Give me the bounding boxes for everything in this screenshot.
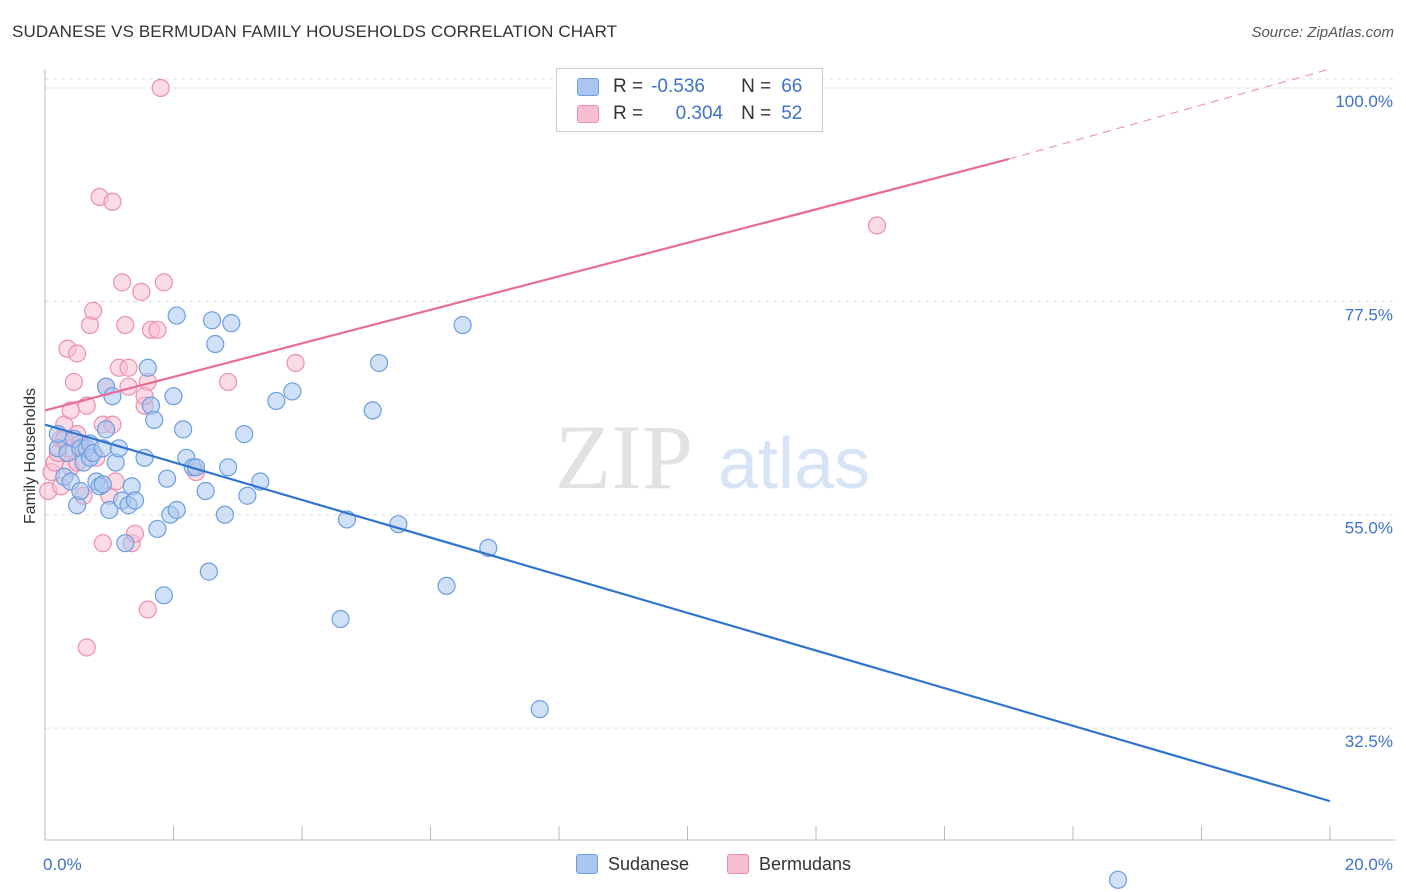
y-axis-label: Family Households [22,388,39,524]
bermudan-point [867,216,887,235]
bermudan-point [77,638,96,657]
sudanese-point [1108,870,1128,889]
sudanese-point [100,500,119,520]
sudanese-point [157,469,177,488]
sudanese-point [96,420,116,439]
y-tick-label: 100.0% [1335,92,1393,111]
sudanese-point [174,420,193,439]
sudanese-point [437,576,456,595]
legend-r-value: 0.304 [675,103,724,124]
bermudan-point [154,273,173,292]
sudanese-point [238,486,257,505]
bermudan-point [103,192,122,211]
legend-r-label: R = [613,76,644,97]
legend-n-label: N = [741,76,772,97]
sudanese-point [71,481,90,501]
sudanese-point [530,700,549,719]
sudanese-point [202,311,222,330]
bottom-legend-bermudans: Bermudans [727,852,851,876]
bottom-swatch-sudanese [576,854,598,874]
sudanese-point [206,334,225,354]
sudanese-point [116,534,135,553]
bermudan-point [112,273,132,292]
sudanese-point [267,391,286,411]
bottom-legend-label: Bermudans [759,853,852,874]
tick-labels: 32.5% 55.0% 77.5% 100.0% 0.0% 20.0% [43,92,1393,874]
sudanese-point [219,458,238,477]
watermark: ZIP atlas [555,406,870,508]
axes [44,69,1395,841]
legend-r-label: R = [613,103,644,124]
sudanese-point [199,562,218,581]
bermudan-trend-line [44,158,1010,412]
sudanese-point [138,358,157,377]
sudanese-point [283,382,302,401]
data-points [39,78,1128,889]
x-tick-label: 20.0% [1345,855,1393,874]
sudanese-point [167,500,186,520]
sudanese-point [148,519,167,539]
sudanese-point [363,401,382,420]
y-tick-label: 32.5% [1345,732,1393,751]
bermudan-point [68,344,87,363]
bermudan-point [219,372,238,392]
trend-lines [44,68,1331,803]
chart-title: SUDANESE VS BERMUDAN FAMILY HOUSEHOLDS C… [12,22,618,41]
sudanese-point [235,425,254,444]
sudanese-trend-line [44,423,1331,803]
bermudan-point [116,315,135,335]
sudanese-point [167,306,186,325]
bottom-legend-label: Sudanese [608,853,690,874]
x-tick-label: 0.0% [43,855,82,874]
bermudan-point [64,372,84,392]
bermudan-trend-extension [1008,68,1331,160]
bermudan-point [93,534,112,553]
sudanese-point [370,353,389,373]
sudanese-point [145,410,164,429]
legend-n-label: N = [741,103,772,124]
bermudan-point [151,78,170,98]
source-label: Source: ZipAtlas.com [1251,24,1394,41]
legend-row-bermudans: R = 0.304 N = 52 [577,101,802,127]
bermudan-point [132,282,151,301]
bermudan-point [148,320,167,339]
y-tick-label: 77.5% [1345,305,1393,324]
legend-r-value: -0.536 [651,76,705,97]
watermark-zip: ZIP [555,406,693,508]
legend-swatch-bermudans [577,105,599,123]
sudanese-point [215,505,234,524]
bermudan-point [286,353,305,373]
correlation-legend: R = -0.536 N = 66 R = 0.304 N = 52 [556,68,823,132]
watermark-atlas: atlas [718,424,870,504]
sudanese-point [93,475,112,494]
bottom-legend-sudanese: Sudanese [576,852,689,876]
sudanese-point [125,491,145,510]
bermudan-point [84,301,103,320]
sudanese-point [331,609,350,629]
legend-row-sudanese: R = -0.536 N = 66 [577,74,802,100]
bermudan-point [119,358,138,377]
legend-n-value: 66 [781,76,803,97]
sudanese-point [222,314,241,333]
bottom-swatch-bermudans [727,854,749,874]
sudanese-point [154,586,173,605]
grid-lines [45,78,1395,729]
legend-swatch-sudanese [577,78,599,96]
bermudan-point [138,600,157,619]
sudanese-point [453,315,472,335]
y-tick-label: 55.0% [1345,519,1393,538]
sudanese-point [196,481,215,501]
sudanese-point [164,387,183,406]
legend-n-value: 52 [781,103,803,124]
